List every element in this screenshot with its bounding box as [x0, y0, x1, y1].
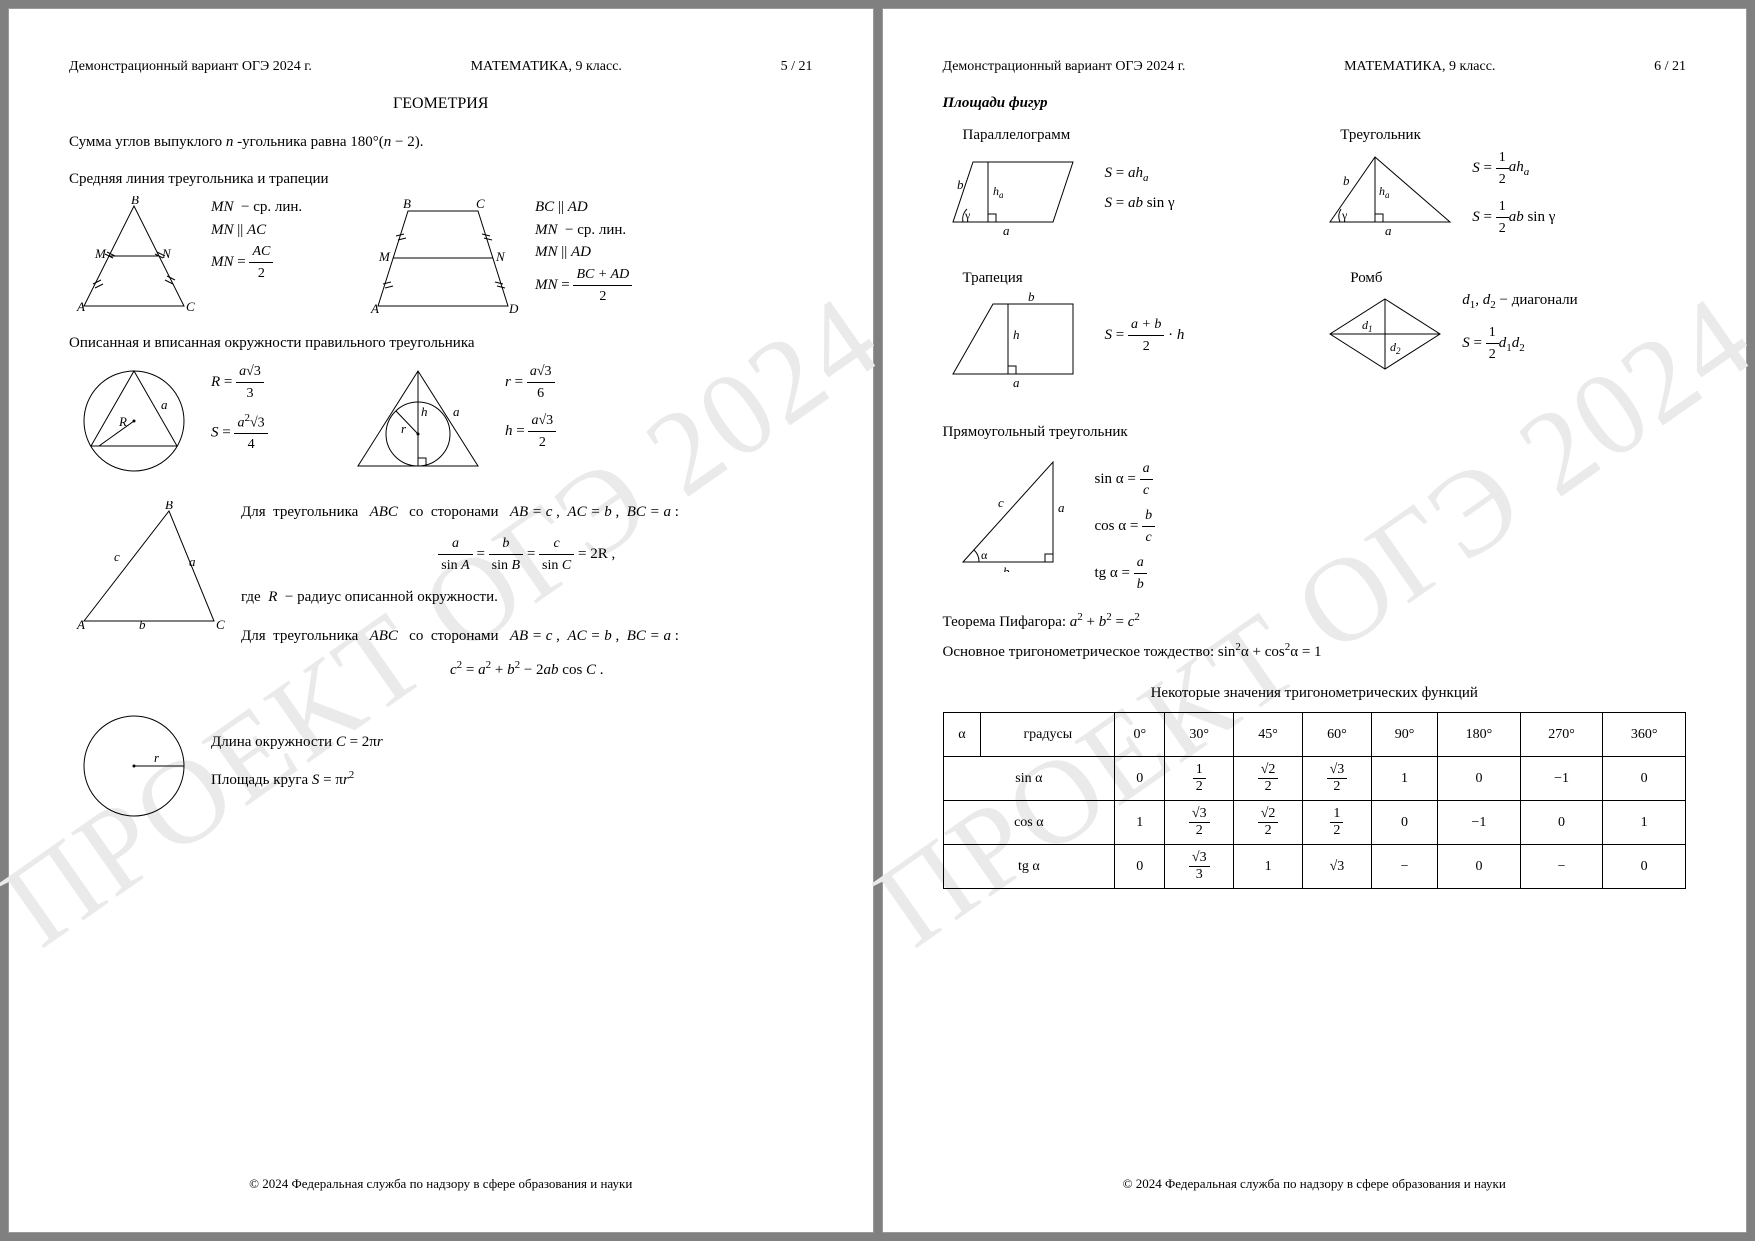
svg-text:ha: ha — [1379, 184, 1390, 200]
circumscribed-fig: R a — [69, 361, 199, 481]
circles-row: R a R = a√33 S = a2√34 r h a — [69, 361, 813, 481]
svg-text:N: N — [161, 246, 172, 261]
svg-text:γ: γ — [1341, 208, 1348, 222]
tri-formulas: S = 12aha S = 12ab sin γ — [1472, 147, 1555, 239]
trig-defs: sin α = ac cos α = bc tg α = ab — [1095, 452, 1156, 595]
svg-text:a: a — [1058, 500, 1065, 515]
svg-text:B: B — [165, 501, 173, 512]
page-header: Демонстрационный вариант ОГЭ 2024 г. МАТ… — [69, 59, 813, 75]
trapezoid-midline-fig: A B C D M N — [363, 196, 523, 316]
page-5: ПРОЕКТ ОГЭ 2024 Демонстрационный вариант… — [8, 8, 874, 1233]
svg-text:d1: d1 — [1362, 318, 1373, 334]
header-right: 5 / 21 — [781, 59, 813, 75]
h-trapezoid: Трапеция — [963, 267, 1309, 290]
heading-midline: Средняя линия треугольника и трапеции — [69, 168, 813, 191]
svg-text:a: a — [453, 404, 460, 419]
triangle-abc-fig: A B C a b c — [69, 501, 229, 631]
svg-text:C: C — [476, 196, 485, 211]
svg-text:M: M — [94, 246, 107, 261]
circle-row: r Длина окружности C = 2πr Площадь круга… — [69, 706, 813, 826]
svg-text:A: A — [76, 299, 85, 314]
h-parallelogram: Параллелограмм — [963, 124, 1309, 147]
svg-text:B: B — [131, 196, 139, 207]
page-header: Демонстрационный вариант ОГЭ 2024 г. МАТ… — [943, 59, 1687, 75]
svg-text:A: A — [370, 301, 379, 316]
areas-row2: Трапеция b h a S = a + b2 · h — [943, 267, 1687, 404]
circle-formulas: Длина окружности C = 2πr Площадь круга S… — [211, 706, 383, 792]
svg-text:c: c — [114, 549, 120, 564]
h-rhombus: Ромб — [1350, 267, 1686, 290]
svg-text:B: B — [403, 196, 411, 211]
header-right: 6 / 21 — [1654, 59, 1686, 75]
svg-text:C: C — [216, 617, 225, 631]
svg-text:a: a — [1003, 223, 1010, 237]
inscribed-fig: r h a — [343, 361, 493, 481]
right-triangle-row: c a b α sin α = ac cos α = bc tg α = ab — [943, 452, 1687, 595]
circle-fig: r — [69, 706, 199, 826]
title-geometry: ГЕОМЕТРИЯ — [69, 95, 813, 113]
midline-trap-text: BC || AD MN − ср. лин. MN || AD MN = BC … — [535, 196, 632, 307]
svg-text:b: b — [1343, 173, 1350, 188]
table-row: sin α 0 12 √22 √32 10−10 — [943, 757, 1686, 801]
trig-table: α градусы 0°30° 45°60° 90°180° 270°360° … — [943, 712, 1687, 889]
table-row: cos α 1 √32 √22 12 0−101 — [943, 801, 1686, 845]
triangle-midline-fig: A B C M N — [69, 196, 199, 316]
svg-text:N: N — [495, 249, 506, 264]
heading-circles: Описанная и вписанная окружности правиль… — [69, 332, 813, 355]
svg-text:R: R — [118, 414, 127, 429]
footer: © 2024 Федеральная служба по надзору в с… — [883, 1176, 1747, 1192]
rhomb-formula: d1, d2 − диагонали S = 12d1d2 — [1462, 289, 1577, 365]
footer: © 2024 Федеральная служба по надзору в с… — [9, 1176, 873, 1192]
svg-text:b: b — [957, 177, 964, 192]
svg-text:a: a — [189, 554, 196, 569]
title-areas: Площади фигур — [943, 95, 1687, 112]
polygon-sum: Сумма углов выпуклого n -угольника равна… — [69, 131, 813, 154]
rhombus-fig: d1 d2 — [1320, 289, 1450, 379]
midline-row: A B C M N MN − ср. лин. MN || AC MN = AC… — [69, 196, 813, 316]
h-trig-table: Некоторые значения тригонометрических фу… — [943, 682, 1687, 705]
insc-formulas: r = a√36 h = a√32 — [505, 361, 556, 453]
trapezoid-fig: b h a — [943, 289, 1093, 389]
svg-text:M: M — [378, 249, 391, 264]
h-triangle: Треугольник — [1340, 124, 1686, 147]
sine-rule-row: A B C a b c Для треугольника ABC со стор… — [69, 501, 813, 692]
midline-tri-text: MN − ср. лин. MN || AC MN = AC2 — [211, 196, 351, 284]
table-row: tg α 0 √33 1 √3 −0−0 — [943, 845, 1686, 889]
svg-text:r: r — [401, 421, 407, 436]
svg-text:b: b — [1028, 289, 1035, 304]
svg-text:b: b — [139, 617, 146, 631]
svg-text:ha: ha — [993, 184, 1004, 200]
svg-text:α: α — [981, 548, 988, 562]
svg-text:r: r — [154, 750, 160, 765]
svg-text:a: a — [161, 397, 168, 412]
h-right-triangle: Прямоугольный треугольник — [943, 421, 1687, 444]
header-left: Демонстрационный вариант ОГЭ 2024 г. — [943, 59, 1186, 75]
svg-text:a: a — [1385, 223, 1392, 237]
header-mid: МАТЕМАТИКА, 9 класс. — [471, 59, 622, 75]
svg-text:h: h — [421, 404, 428, 419]
header-mid: МАТЕМАТИКА, 9 класс. — [1344, 59, 1495, 75]
right-triangle-fig: c a b α — [943, 452, 1083, 572]
parallelogram-fig: b ha γ a — [943, 147, 1093, 237]
para-formulas: S = aha S = ab sin γ — [1105, 147, 1175, 215]
areas-row1: Параллелограмм b ha γ a S = aha S — [943, 124, 1687, 253]
svg-text:a: a — [1013, 375, 1020, 389]
header-left: Демонстрационный вариант ОГЭ 2024 г. — [69, 59, 312, 75]
svg-text:D: D — [508, 301, 519, 316]
sine-cosine-text: Для треугольника ABC со сторонами AB = c… — [241, 501, 813, 692]
svg-text:γ: γ — [964, 208, 971, 222]
svg-text:h: h — [1013, 327, 1020, 342]
svg-text:b: b — [1003, 564, 1010, 572]
page-6: ПРОЕКТ ОГЭ 2024 Демонстрационный вариант… — [882, 8, 1748, 1233]
trig-identity: Основное тригонометрическое тождество: s… — [943, 639, 1687, 664]
svg-text:C: C — [186, 299, 195, 314]
svg-text:c: c — [998, 495, 1004, 510]
triangle-area-fig: b ha γ a — [1320, 147, 1460, 237]
circum-formulas: R = a√33 S = a2√34 — [211, 361, 331, 456]
table-row: α градусы 0°30° 45°60° 90°180° 270°360° — [943, 713, 1686, 757]
svg-text:d2: d2 — [1390, 340, 1401, 356]
svg-text:A: A — [76, 617, 85, 631]
pythagoras: Теорема Пифагора: a2 + b2 = c2 — [943, 609, 1687, 634]
trap-formula: S = a + b2 · h — [1105, 289, 1185, 357]
